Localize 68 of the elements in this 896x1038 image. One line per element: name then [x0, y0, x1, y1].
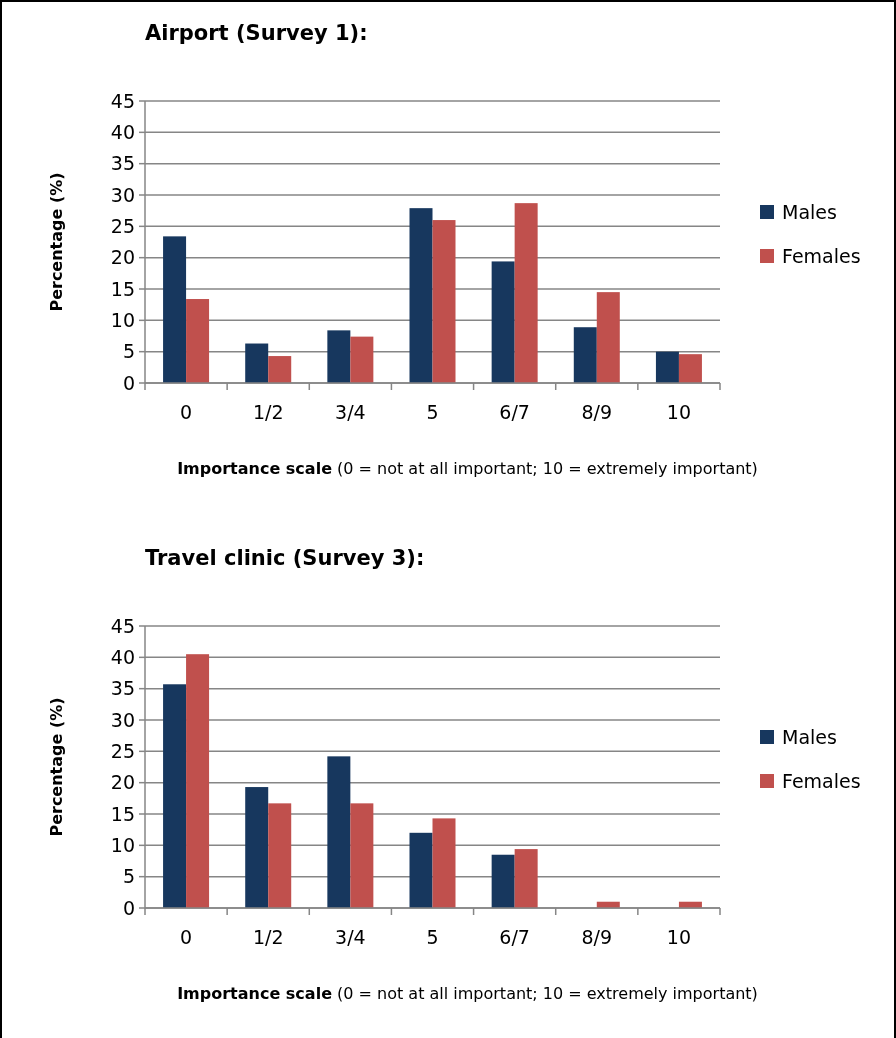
- bar: [186, 654, 210, 908]
- bar: [163, 684, 187, 908]
- bar: [432, 818, 456, 908]
- y-tick-label: 35: [110, 677, 135, 700]
- y-tick-label: 20: [110, 771, 135, 794]
- bar: [655, 351, 679, 383]
- y-tick-label: 5: [122, 340, 135, 363]
- x-tick-label: 8/9: [581, 401, 613, 423]
- x-axis-title: Importance scale (0 = not at all important; 10 = extremely important): [177, 984, 758, 1003]
- y-tick-label: 40: [110, 120, 135, 143]
- y-tick-label: 10: [110, 833, 135, 856]
- bar: [573, 327, 597, 383]
- y-tick-label: 15: [110, 802, 135, 825]
- y-tick-label: 30: [110, 183, 135, 206]
- bar: [678, 354, 702, 383]
- y-tick-label: 15: [110, 277, 135, 300]
- bar: [409, 832, 433, 908]
- bar: [350, 336, 374, 383]
- y-tick-label: 0: [122, 896, 135, 919]
- y-tick-label: 35: [110, 152, 135, 175]
- bar: [432, 220, 456, 383]
- bar: [268, 356, 292, 383]
- chart-title: Airport (Survey 1):: [145, 21, 368, 45]
- bar: [163, 236, 187, 383]
- bar: [491, 261, 515, 383]
- bar: [596, 292, 620, 383]
- bar: [327, 756, 351, 908]
- y-tick-label: 25: [110, 214, 135, 237]
- bar: [268, 803, 292, 908]
- x-tick-label: 5: [426, 401, 439, 423]
- bar: [409, 208, 433, 383]
- bar: [514, 203, 538, 383]
- y-tick-label: 20: [110, 246, 135, 269]
- legend-label: Males: [782, 725, 837, 748]
- x-tick-label: 0: [180, 926, 193, 948]
- x-tick-label: 10: [666, 401, 692, 423]
- x-tick-label: 0: [180, 401, 193, 423]
- y-axis-title: Percentage (%): [47, 697, 66, 837]
- y-tick-label: 0: [122, 371, 135, 394]
- x-axis-title: Importance scale (0 = not at all important; 10 = extremely important): [177, 459, 758, 478]
- x-tick-label: 1/2: [252, 401, 284, 423]
- y-tick-label: 10: [110, 308, 135, 331]
- bar: [491, 854, 515, 908]
- bar: [327, 330, 351, 383]
- chart-title: Travel clinic (Survey 3):: [145, 546, 425, 570]
- y-tick-label: 40: [110, 645, 135, 668]
- legend-label: Females: [782, 244, 861, 267]
- bar: [245, 787, 269, 908]
- x-tick-label: 10: [666, 926, 692, 948]
- x-tick-label: 3/4: [335, 401, 366, 423]
- x-tick-label: 5: [426, 926, 439, 948]
- x-tick-label: 3/4: [335, 926, 366, 948]
- bar: [186, 299, 210, 383]
- x-tick-label: 6/7: [499, 926, 530, 948]
- bar: [514, 849, 538, 908]
- y-tick-label: 25: [110, 739, 135, 762]
- x-tick-label: 6/7: [499, 401, 530, 423]
- bar: [245, 343, 269, 383]
- legend-label: Females: [782, 769, 861, 792]
- y-axis-title: Percentage (%): [47, 172, 66, 312]
- y-tick-label: 5: [122, 865, 135, 888]
- y-tick-label: 45: [110, 89, 135, 112]
- y-tick-label: 45: [110, 614, 135, 637]
- legend-label: Males: [782, 200, 837, 223]
- y-tick-label: 30: [110, 708, 135, 731]
- x-tick-label: 8/9: [581, 926, 613, 948]
- x-tick-label: 1/2: [252, 926, 284, 948]
- bar: [350, 803, 374, 908]
